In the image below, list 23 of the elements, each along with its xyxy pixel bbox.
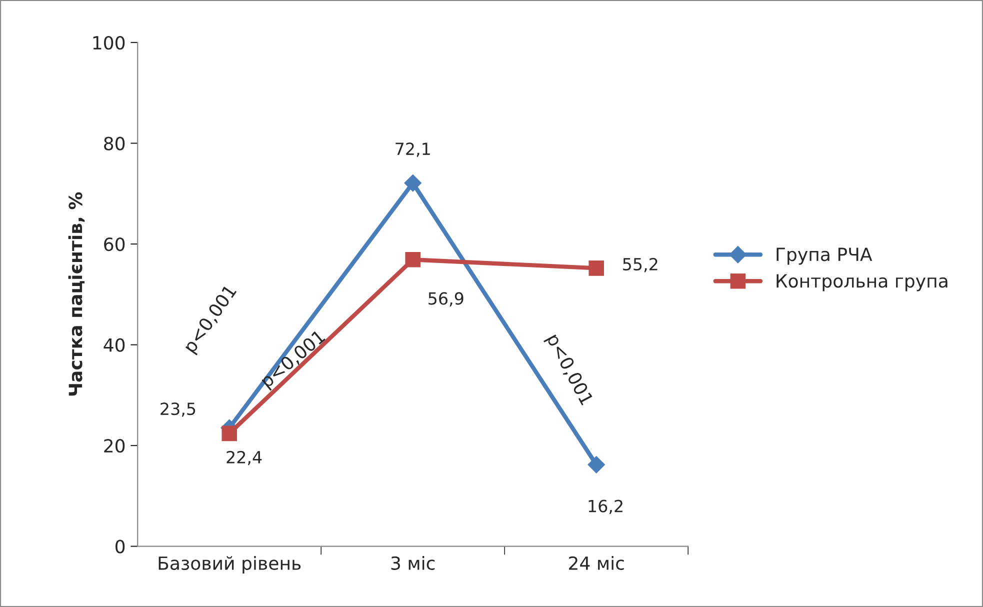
x-tick-label: 3 міс — [391, 556, 435, 570]
y-tick-label: 0 — [116, 540, 125, 554]
y-tick-label: 80 — [104, 136, 125, 150]
data-label: 22,4 — [226, 450, 262, 466]
y-tick-label: 60 — [104, 237, 125, 252]
y-tick-label: 40 — [104, 338, 125, 352]
point — [405, 252, 420, 268]
point — [222, 426, 238, 442]
point — [588, 260, 604, 276]
data-label: 16,2 — [588, 500, 622, 514]
data-label: 72,1 — [396, 142, 430, 157]
data-label: 23,5 — [160, 402, 196, 417]
legend-label: Група РЧА — [776, 248, 872, 265]
y-tick-label: 100 — [93, 36, 125, 50]
x-tick-label: 24 міс — [569, 556, 624, 570]
x-tick-label: Базовий рівень — [158, 556, 301, 574]
y-tick-label: 20 — [104, 438, 125, 453]
y-axis-title: Частка пацієнтів, % — [68, 192, 85, 396]
point — [404, 174, 422, 192]
legend-label: Контрольна група — [776, 274, 948, 292]
point — [588, 456, 605, 474]
data-label: 55,2 — [623, 258, 658, 272]
data-label: 56,9 — [428, 292, 464, 306]
